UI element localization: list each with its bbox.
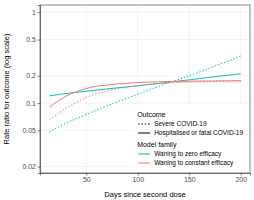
plot-background xyxy=(40,5,250,173)
legend-content: Outcome Severe COVID-19 Hospitalised or fa… xyxy=(137,111,243,167)
y-tick: 0.05 xyxy=(22,127,40,134)
y-tick-label: 0.02 xyxy=(22,163,36,170)
legend-key xyxy=(138,154,150,155)
y-tick: 0.2 xyxy=(26,72,40,79)
y-axis-line xyxy=(38,6,41,174)
y-grid-line xyxy=(40,39,250,40)
y-tick-label: 1 xyxy=(32,9,36,16)
y-tick: 0.1 xyxy=(26,100,40,107)
y-tick-mark xyxy=(38,76,41,77)
legend-label: Waning to zero efficacy xyxy=(154,150,222,158)
grid xyxy=(40,5,250,173)
legend-label: Waning to constant efficacy xyxy=(154,159,234,167)
x-axis-title: Days since second dose xyxy=(104,190,185,199)
x-tick: 100 xyxy=(132,173,144,183)
y-tick-mark xyxy=(38,167,41,168)
legend-key xyxy=(138,124,150,125)
panel-border xyxy=(40,5,250,173)
y-tick-mark xyxy=(38,40,41,41)
x-tick: 200 xyxy=(235,173,247,183)
y-axis-title: Rate ratio for outcome (log scale) xyxy=(2,33,11,144)
y-tick-mark xyxy=(38,12,41,13)
x-tick-label: 50 xyxy=(83,176,91,183)
x-axis: 50 100 150 200 xyxy=(41,173,251,183)
y-tick-label: 0.5 xyxy=(26,36,36,43)
y-tick: 0.02 xyxy=(22,163,40,170)
legend-key xyxy=(138,163,150,164)
plot: 50 100 150 200 0.02 0.05 0.1 0.2 0.5 1 Outcome Seve… xyxy=(22,5,250,183)
x-tick-label: 100 xyxy=(132,176,144,183)
chart: 50 100 150 200 0.02 0.05 0.1 0.2 0.5 1 Outcome Seve… xyxy=(0,0,254,200)
y-axis: 0.02 0.05 0.1 0.2 0.5 1 xyxy=(22,6,40,174)
legend-key xyxy=(138,133,150,134)
legend-background xyxy=(133,106,247,170)
y-tick: 1 xyxy=(32,9,40,16)
x-tick-label: 200 xyxy=(235,176,247,183)
y-grid-line xyxy=(40,12,250,13)
legend-label: Severe COVID-19 xyxy=(154,120,207,127)
legend: Outcome Severe COVID-19 Hospitalised or fa… xyxy=(133,106,247,170)
legend-title: Outcome xyxy=(137,111,166,118)
x-tick: 50 xyxy=(83,173,91,183)
legend-label: Hospitalised or fatal COVID-19 xyxy=(154,129,243,137)
y-tick-label: 0.05 xyxy=(22,127,36,134)
y-tick-mark xyxy=(38,130,41,131)
y-grid-line xyxy=(40,103,250,104)
y-tick-label: 0.2 xyxy=(26,72,36,79)
x-tick: 150 xyxy=(184,173,196,183)
legend-title: Model family xyxy=(137,141,177,149)
x-axis-line xyxy=(41,174,251,176)
y-tick-label: 0.1 xyxy=(26,100,36,107)
y-tick: 0.5 xyxy=(26,36,40,43)
y-tick-mark xyxy=(38,103,41,104)
x-tick-label: 150 xyxy=(184,176,196,183)
